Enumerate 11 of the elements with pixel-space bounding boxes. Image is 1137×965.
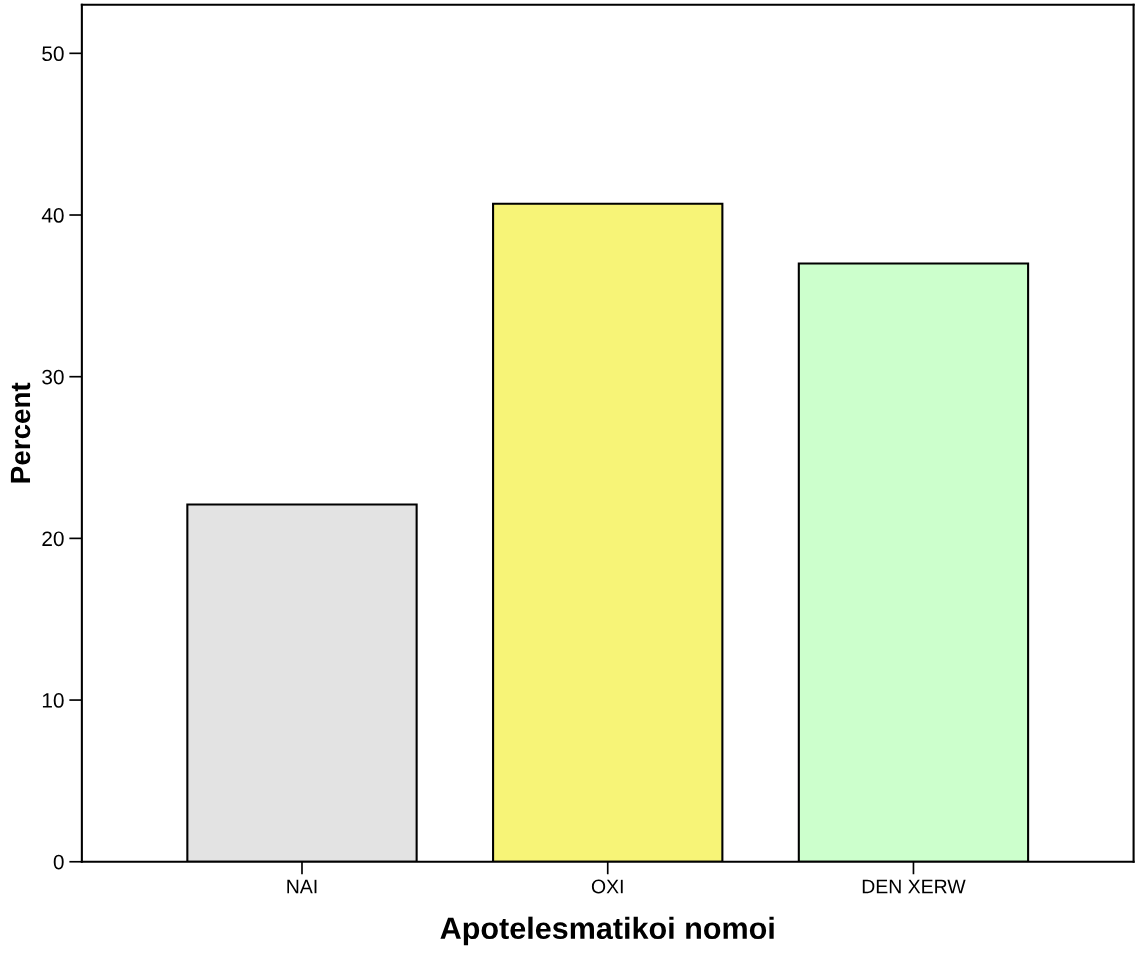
y-tick-label: 30 <box>42 369 64 385</box>
x-tick-label: OXI <box>591 879 623 894</box>
y-tick-label: 10 <box>42 693 64 708</box>
y-tick-label: 50 <box>42 46 64 62</box>
y-tick-label: 20 <box>42 531 64 547</box>
x-axis-title: Apotelesmatikoi nomoi <box>440 916 774 946</box>
y-tick-label: 40 <box>41 208 64 223</box>
y-axis-title: Percent <box>10 382 31 483</box>
x-tick-label: DEN XERW <box>862 879 966 894</box>
y-tick-label: 0 <box>53 854 64 870</box>
x-tick-label: NAI <box>287 879 317 894</box>
